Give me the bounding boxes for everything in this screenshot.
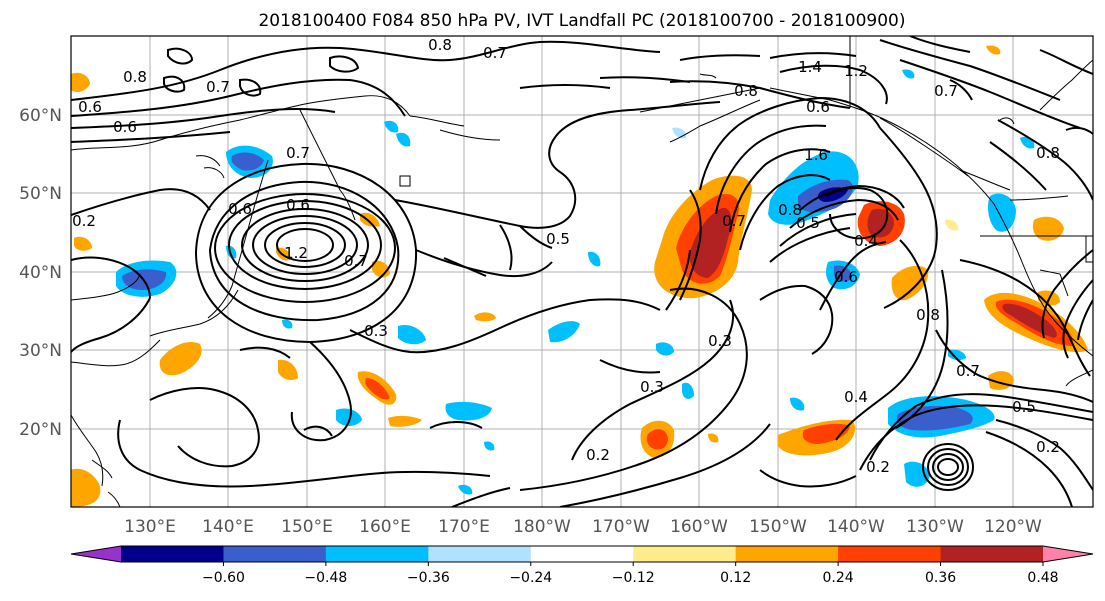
map-title: 2018100400 F084 850 hPa PV, IVT Landfall… [258, 11, 905, 31]
contour-label: 0.7 [483, 44, 507, 62]
contour-label: 0.8 [916, 306, 940, 324]
colorbar-bin [121, 546, 225, 562]
colorbar-bin [838, 546, 942, 562]
contour-label: 0.6 [806, 98, 830, 116]
contour-label: 1.2 [284, 244, 308, 262]
contour-label: 0.8 [1036, 144, 1060, 162]
lon-label: 140°W [827, 517, 885, 537]
contour-label: 0.7 [286, 144, 310, 162]
contour-label: 0.6 [113, 118, 137, 136]
contour-label: 0.3 [708, 332, 732, 350]
contour-label: 0.6 [286, 196, 310, 214]
contour-label: 0.6 [228, 200, 252, 218]
contour-label: 0.2 [866, 458, 890, 476]
lon-label: 160°W [670, 517, 728, 537]
lon-label: 180°W [513, 517, 571, 537]
colorbar-bin [940, 546, 1044, 562]
colorbar-bin [633, 546, 737, 562]
contour-label: 0.5 [546, 230, 570, 248]
longitude-labels: 130°E 140°E 150°E 160°E 170°E 180°W 170°… [124, 517, 1042, 537]
lat-label: 30°N [19, 341, 62, 361]
contour-label: 1.2 [844, 62, 868, 80]
contour-label: 0.4 [854, 232, 878, 250]
colorbar-tick-label: 0.12 [720, 570, 751, 586]
lon-label: 120°W [984, 517, 1042, 537]
contour-label: 1.6 [804, 146, 828, 164]
contour-label: 0.7 [344, 252, 368, 270]
contour-label: 0.4 [844, 388, 868, 406]
colorbar-tick-label: −0.12 [612, 570, 655, 586]
contour-label: 0.8 [123, 68, 147, 86]
colorbar: −0.60 −0.48 −0.36 −0.24 −0.12 0.12 0.24 0.36 0.4… [70, 545, 1094, 586]
map-panel: 0.8 0.7 0.7 0.6 0.6 0.6 0.7 0.7 0.8 1.4 … [19, 35, 1094, 537]
colorbar-outline [70, 545, 1094, 563]
map-frame [70, 35, 1094, 508]
colorbar-extension-high [1043, 546, 1093, 562]
colorbar-bin [530, 546, 634, 562]
contour-label: 0.7 [206, 78, 230, 96]
lon-label: 170°E [438, 517, 490, 537]
lon-label: 170°W [592, 517, 650, 537]
lon-label: 130°W [906, 517, 964, 537]
lat-label: 20°N [19, 420, 62, 440]
lon-label: 150°E [281, 517, 333, 537]
lon-label: 130°E [124, 517, 176, 537]
contour-label: 0.2 [1036, 438, 1060, 456]
contour-label: 0.8 [734, 82, 758, 100]
lon-label: 150°W [749, 517, 807, 537]
lat-label: 40°N [19, 263, 62, 283]
contour-label: 0.3 [640, 378, 664, 396]
pv-contours [71, 36, 1093, 507]
colorbar-bin [223, 546, 327, 562]
contour-label: 0.5 [1012, 398, 1036, 416]
contour-label: 0.7 [722, 212, 746, 230]
contour-label: 0.2 [586, 446, 610, 464]
contour-label: 0.8 [778, 201, 802, 219]
colorbar-bin [735, 546, 839, 562]
latitude-labels: 60°N 50°N 40°N 30°N 20°N [19, 106, 62, 440]
colorbar-tick-label: −0.60 [202, 570, 245, 586]
colorbar-tick-label: 0.24 [823, 570, 854, 586]
contour-label: 1.4 [798, 58, 822, 76]
contour-label: 0.7 [934, 82, 958, 100]
colorbar-tick-label: −0.24 [509, 570, 552, 586]
lat-label: 60°N [19, 106, 62, 126]
contour-label: 0.5 [796, 214, 820, 232]
coastlines [71, 36, 1093, 507]
contour-label: 0.6 [834, 268, 858, 286]
contour-label: 0.7 [956, 362, 980, 380]
colorbar-tick-label: −0.48 [304, 570, 347, 586]
contour-label: 0.6 [78, 98, 102, 116]
colorbar-tick-label: 0.36 [925, 570, 956, 586]
contour-label: 0.8 [428, 36, 452, 54]
colorbar-tick-label: −0.36 [407, 570, 450, 586]
colorbar-tick-label: 0.48 [1027, 570, 1058, 586]
contour-label: 0.2 [72, 212, 96, 230]
lon-label: 140°E [202, 517, 254, 537]
lat-label: 50°N [19, 184, 62, 204]
contour-labels: 0.8 0.7 0.7 0.6 0.6 0.6 0.7 0.7 0.8 1.4 … [72, 36, 1060, 476]
colorbar-bin [428, 546, 532, 562]
lon-label: 160°E [359, 517, 411, 537]
colorbar-extension-low [71, 546, 121, 562]
colorbar-bin [325, 546, 429, 562]
contour-label: 0.3 [364, 322, 388, 340]
